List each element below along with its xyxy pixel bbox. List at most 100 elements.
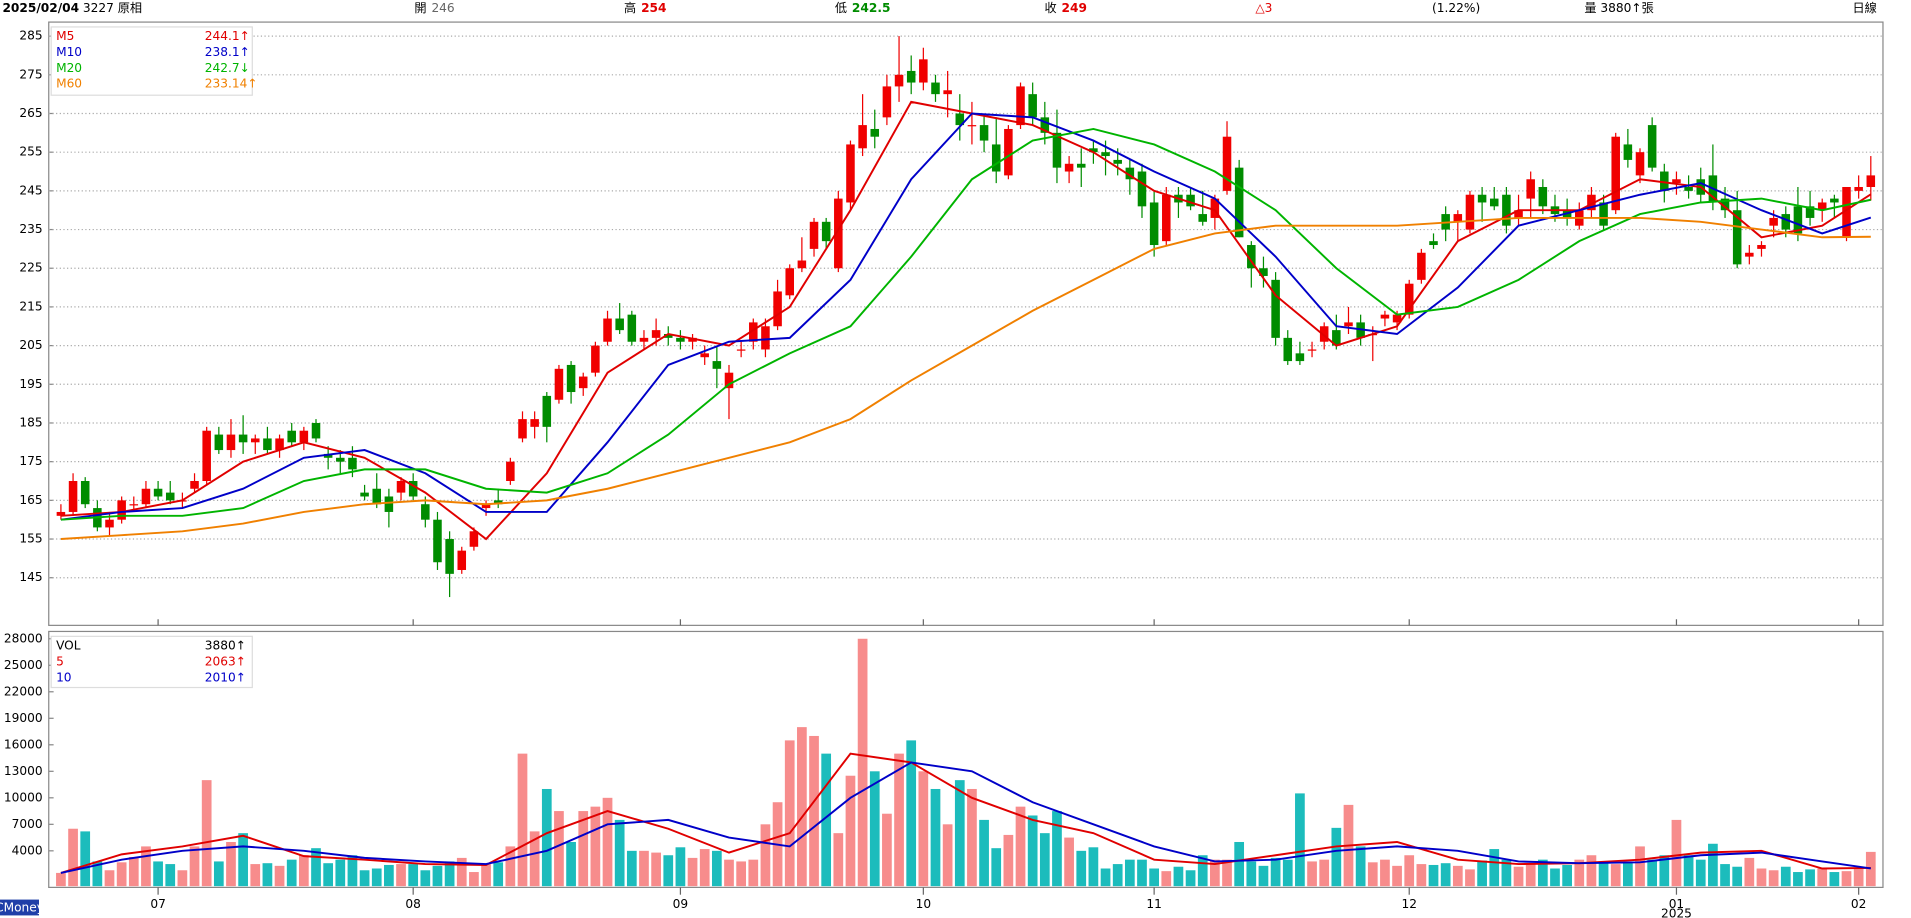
- candle-body: [202, 430, 211, 482]
- volume-bar: [918, 771, 929, 887]
- candle-body: [1210, 198, 1220, 218]
- candle-body: [1089, 148, 1098, 153]
- candle-body: [1757, 245, 1766, 249]
- candle-body: [1295, 353, 1305, 362]
- candle-body: [749, 322, 758, 342]
- legend-name: 5: [56, 654, 64, 668]
- candle-body: [1332, 330, 1341, 346]
- volume-bar: [991, 848, 1002, 887]
- candle-body: [408, 481, 418, 497]
- candle-body: [578, 376, 588, 389]
- x-tick-label: 01: [1669, 897, 1684, 911]
- y-tick-label: 265: [19, 106, 42, 120]
- x-tick-label: 02: [1851, 897, 1866, 911]
- candle-body: [1162, 194, 1171, 242]
- volume-bar: [213, 861, 224, 887]
- candle-body: [1453, 214, 1463, 222]
- header-bar: [0, 0, 1911, 19]
- volume-bar: [1015, 806, 1026, 887]
- volume-bar: [1307, 861, 1317, 887]
- candle-body: [1793, 206, 1803, 234]
- legend-value: 2063↑: [205, 654, 246, 668]
- volume-bar: [141, 846, 151, 887]
- change-pct: (1.22%): [1432, 1, 1480, 15]
- candle-body: [846, 144, 855, 203]
- candle-body: [688, 337, 697, 342]
- volume-bar: [1295, 793, 1305, 887]
- candle-body: [372, 488, 382, 505]
- high: 254: [641, 1, 666, 15]
- x-tick-label: 08: [405, 897, 421, 911]
- volume-bar: [541, 788, 552, 887]
- volume-bar: [408, 864, 419, 887]
- candle-body: [1660, 171, 1669, 191]
- legend-value: 238.1↑: [205, 45, 250, 59]
- candle-body: [1489, 198, 1499, 207]
- volume-bar: [845, 775, 856, 887]
- candle-body: [493, 500, 503, 505]
- volume-bar: [1355, 846, 1366, 887]
- candle-body: [870, 128, 880, 137]
- candle-body: [165, 492, 175, 501]
- volume-bar: [311, 848, 321, 887]
- volume-bar: [821, 753, 832, 887]
- y-tick-label: 205: [19, 338, 42, 352]
- x-tick-label: 11: [1146, 897, 1162, 911]
- y-tick-label: 255: [19, 145, 42, 159]
- candle-body: [955, 113, 965, 126]
- volume-bar: [626, 850, 637, 887]
- volume-bar: [699, 849, 710, 887]
- candle-body: [1769, 217, 1778, 226]
- volume-bar: [1440, 863, 1451, 887]
- volume-bar: [262, 863, 273, 887]
- volume-bar: [554, 811, 564, 887]
- volume-bar: [797, 727, 807, 887]
- candle-body: [56, 511, 66, 516]
- volume-bar: [456, 857, 467, 887]
- candle-body: [396, 481, 406, 493]
- candle-body: [129, 504, 139, 506]
- candle-body: [1684, 186, 1693, 191]
- y-tick-label: 215: [19, 299, 42, 313]
- candle-body: [445, 539, 454, 574]
- x-tick-label: 10: [916, 897, 932, 911]
- volume-bar: [1234, 841, 1245, 887]
- candle-body: [360, 492, 369, 497]
- price-frame: [48, 21, 1884, 626]
- volume-bar: [298, 855, 309, 887]
- volume-bar: [286, 859, 297, 887]
- volume-bar: [1428, 864, 1439, 887]
- candle-body: [700, 353, 709, 358]
- candle-body: [736, 349, 746, 351]
- candle-body: [882, 86, 892, 118]
- volume-bar: [432, 865, 443, 887]
- close-label: 收: [1044, 1, 1056, 15]
- candle-body: [615, 318, 624, 331]
- candle-body: [712, 361, 722, 369]
- change: △3: [1255, 1, 1272, 15]
- volume-bar: [942, 824, 953, 887]
- volume-bar: [1282, 859, 1293, 887]
- y-tick-label: 22000: [4, 684, 43, 698]
- candle-body: [1149, 202, 1159, 246]
- volume-bar: [857, 638, 868, 887]
- candle-body: [1672, 179, 1681, 184]
- candle-body: [566, 364, 576, 393]
- volume-bar: [153, 861, 163, 887]
- y-tick-label: 10000: [4, 790, 43, 804]
- candle-body: [1429, 241, 1438, 246]
- volume-bar: [165, 864, 176, 887]
- volume-bar: [238, 833, 248, 887]
- volume: 量 3880↑張: [1584, 1, 1653, 15]
- volume-bar: [711, 850, 722, 887]
- volume-bar: [396, 864, 406, 887]
- volume-bar: [1173, 866, 1184, 887]
- candle-body: [591, 345, 600, 373]
- candle-body: [1745, 252, 1754, 257]
- candle-body: [226, 434, 236, 451]
- volume-bar: [128, 857, 139, 887]
- candle-body: [785, 268, 794, 296]
- candle-body: [1101, 152, 1110, 157]
- y-tick-label: 4000: [12, 843, 43, 857]
- volume-bar: [1064, 837, 1074, 887]
